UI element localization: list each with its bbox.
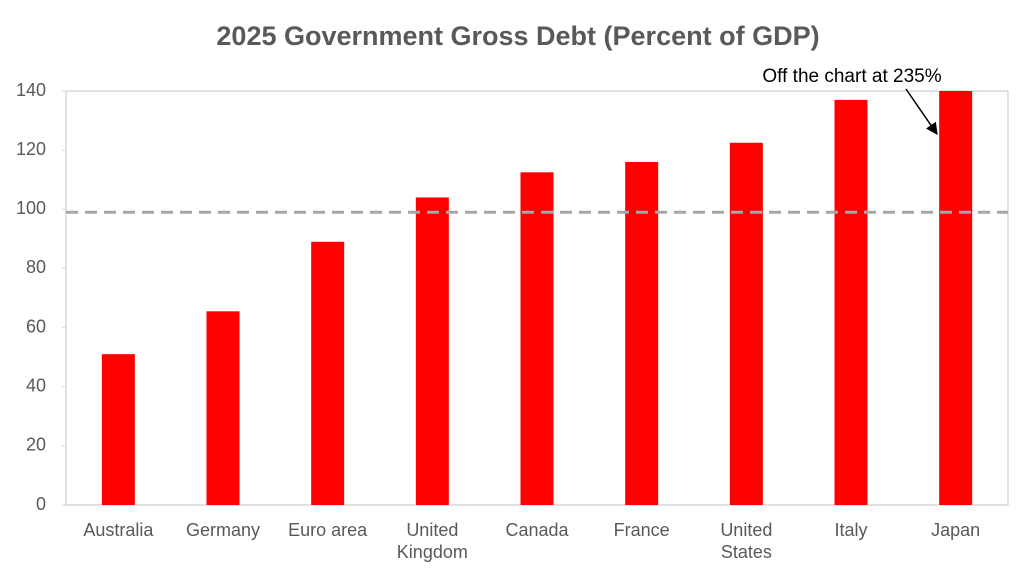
y-tick-label: 40 [26, 375, 46, 395]
bar [939, 91, 973, 505]
y-tick-label: 120 [16, 139, 46, 159]
x-tick-label: Australia [83, 520, 154, 540]
bar [834, 99, 868, 505]
bar [311, 241, 345, 505]
bar [415, 197, 449, 505]
bars [101, 91, 973, 505]
bar [625, 161, 659, 505]
x-tick-label: Italy [834, 520, 867, 540]
x-tick-label: Euro area [288, 520, 368, 540]
bar [729, 142, 763, 505]
chart-title: 2025 Government Gross Debt (Percent of G… [216, 21, 819, 51]
bar [101, 354, 135, 505]
x-tick-label: France [614, 520, 670, 540]
y-tick-label: 140 [16, 80, 46, 100]
y-tick-label: 80 [26, 257, 46, 277]
bar [520, 172, 554, 505]
annotation-arrow [905, 88, 938, 135]
y-tick-label: 0 [36, 494, 46, 514]
x-tick-label: Japan [931, 520, 980, 540]
y-tick-label: 20 [26, 435, 46, 455]
y-tick-label: 100 [16, 198, 46, 218]
x-tick-label: Germany [186, 520, 260, 540]
bar [206, 311, 240, 505]
x-tick-label: United States [720, 520, 772, 562]
x-tick-label: Canada [505, 520, 569, 540]
annotation: Off the chart at 235% [762, 66, 941, 87]
x-tick-label: United Kingdom [397, 520, 468, 562]
y-tick-label: 60 [26, 316, 46, 336]
